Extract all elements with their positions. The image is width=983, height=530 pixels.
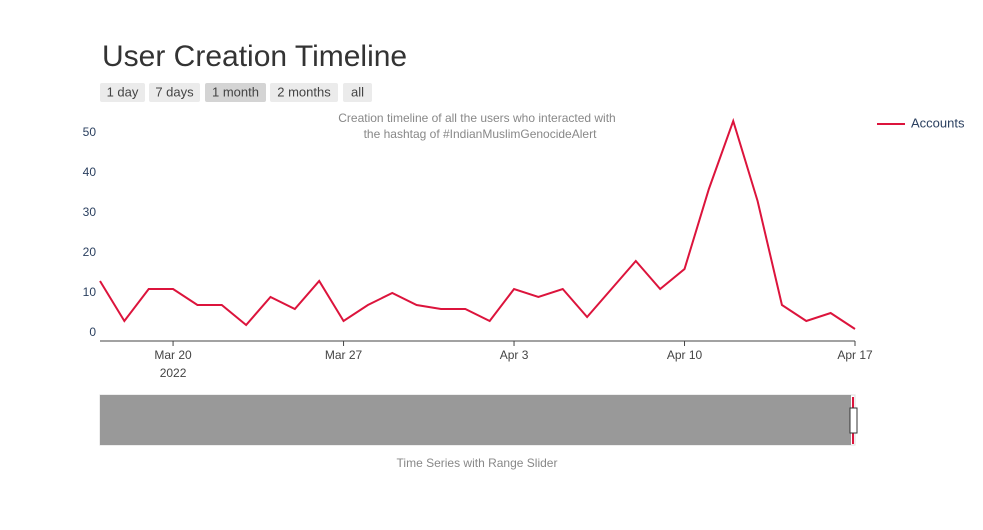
x-tick-label: Mar 27 bbox=[325, 348, 363, 362]
slider-handle[interactable] bbox=[849, 407, 858, 434]
y-tick-label: 10 bbox=[83, 285, 97, 299]
range-button-label[interactable]: all bbox=[351, 84, 364, 99]
line-series bbox=[99, 117, 856, 330]
y-tick-label: 40 bbox=[83, 165, 97, 179]
range-button[interactable] bbox=[270, 83, 338, 102]
x-axis-title: Time Series with Range Slider bbox=[397, 456, 558, 470]
range-button-label[interactable]: 2 months bbox=[277, 84, 331, 99]
annotation: the hashtag of #IndianMuslimGenocideAler… bbox=[364, 127, 597, 141]
y-tick-label: 0 bbox=[89, 325, 96, 339]
y-tick-label: 20 bbox=[83, 245, 97, 259]
x-tick-label: Mar 20 bbox=[154, 348, 192, 362]
x-tick-label: Apr 10 bbox=[667, 348, 703, 362]
x-tick-label: Apr 3 bbox=[500, 348, 529, 362]
range-button[interactable] bbox=[149, 83, 200, 102]
annotation: Creation timeline of all the users who i… bbox=[338, 111, 615, 125]
legend-label: Accounts bbox=[911, 115, 965, 130]
x-tick-label: 2022 bbox=[160, 366, 187, 380]
range-button-label[interactable]: 1 month bbox=[212, 84, 259, 99]
chart-title: User Creation Timeline bbox=[102, 40, 407, 73]
range-button[interactable] bbox=[100, 83, 145, 102]
range-button[interactable] bbox=[343, 83, 372, 102]
y-tick-label: 50 bbox=[83, 125, 97, 139]
range-button-label[interactable]: 1 day bbox=[107, 84, 139, 99]
range-button-label[interactable]: 7 days bbox=[155, 84, 194, 99]
x-tick-label: Apr 17 bbox=[837, 348, 873, 362]
y-tick-label: 30 bbox=[83, 205, 97, 219]
range-slider-mask bbox=[100, 395, 851, 445]
range-button[interactable] bbox=[205, 83, 266, 102]
